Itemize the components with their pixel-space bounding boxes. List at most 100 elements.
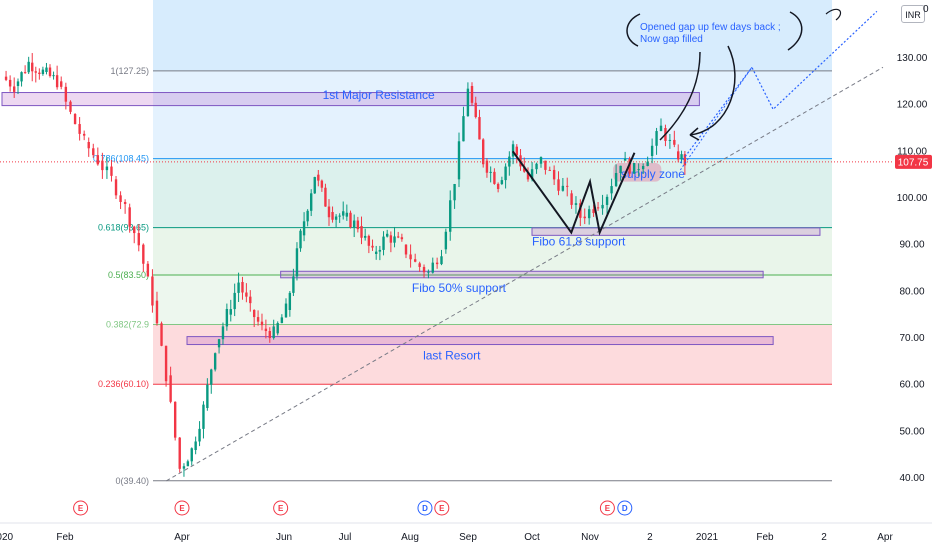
candle-body bbox=[142, 244, 145, 264]
candle-body bbox=[280, 317, 284, 324]
candle-body bbox=[272, 326, 275, 339]
fib-label-0.382: 0.382(72.9 bbox=[106, 319, 149, 329]
candle-body bbox=[623, 158, 627, 161]
candle-body bbox=[69, 101, 72, 112]
candle-body bbox=[526, 171, 530, 180]
candle-body bbox=[610, 186, 613, 194]
candle-body bbox=[309, 193, 313, 211]
candle-body bbox=[673, 139, 676, 145]
candle-body bbox=[229, 309, 232, 315]
fib-label-1: 1(127.25) bbox=[110, 66, 149, 76]
candle-body bbox=[27, 61, 30, 73]
projection-path bbox=[679, 10, 878, 164]
candle-body bbox=[493, 171, 496, 184]
candle-body bbox=[457, 141, 461, 180]
event-marker bbox=[617, 500, 633, 516]
candle-body bbox=[466, 88, 470, 117]
zone-2 bbox=[531, 227, 821, 236]
candle-body bbox=[489, 171, 492, 173]
event-marker bbox=[174, 500, 190, 516]
candle-body bbox=[435, 262, 439, 265]
candle-body bbox=[82, 133, 86, 136]
candle-body bbox=[632, 163, 636, 174]
candle-body bbox=[256, 317, 260, 322]
candle-body bbox=[327, 206, 331, 218]
candle-body bbox=[31, 62, 34, 72]
candle-body bbox=[418, 263, 421, 267]
currency-badge[interactable]: INR bbox=[901, 5, 925, 23]
candle-body bbox=[508, 156, 511, 167]
candle-body bbox=[4, 76, 8, 80]
candle-body bbox=[313, 177, 316, 194]
candle-body bbox=[474, 102, 477, 118]
candle-body bbox=[677, 151, 680, 160]
candle-body bbox=[288, 292, 292, 310]
candle-body bbox=[596, 207, 600, 209]
x-tick-label: 2021 bbox=[696, 532, 719, 543]
candle-body bbox=[655, 131, 658, 146]
candle-body bbox=[371, 245, 374, 248]
candle-body bbox=[504, 166, 507, 181]
candle-body bbox=[206, 384, 209, 408]
candle-body bbox=[462, 116, 465, 142]
x-tick-label: 2020 bbox=[0, 532, 14, 543]
candle-body bbox=[178, 437, 181, 469]
fib-band-0.382 bbox=[153, 275, 832, 325]
candle-body bbox=[92, 148, 95, 156]
y-tick-label: 130.00 bbox=[897, 53, 928, 64]
candle-body bbox=[160, 323, 163, 346]
candle-body bbox=[570, 193, 573, 205]
fib-band-0.618 bbox=[153, 158, 832, 228]
candle-body bbox=[110, 166, 113, 176]
event-label: D bbox=[422, 504, 428, 513]
uptrend-line bbox=[166, 66, 884, 482]
candle-body bbox=[440, 256, 443, 265]
fib-band-0.786 bbox=[153, 70, 832, 159]
candle-body bbox=[367, 235, 371, 246]
candle-body bbox=[409, 254, 412, 260]
candle-body bbox=[221, 326, 225, 340]
candle-body bbox=[619, 165, 622, 174]
candle-body bbox=[299, 230, 302, 249]
candle-body bbox=[38, 72, 41, 75]
candle-body bbox=[260, 321, 264, 326]
candle-body bbox=[233, 292, 236, 310]
candle-body bbox=[182, 466, 186, 469]
candle-body bbox=[530, 169, 534, 180]
candle-body bbox=[637, 169, 640, 171]
candle-body bbox=[317, 174, 320, 181]
candle-body bbox=[641, 165, 645, 170]
candle-body bbox=[306, 210, 309, 222]
zone-1 bbox=[613, 163, 662, 182]
candle-body bbox=[52, 75, 55, 77]
x-tick-label: Apr bbox=[174, 532, 190, 543]
candle-body bbox=[87, 142, 90, 149]
candle-body bbox=[73, 114, 77, 125]
event-label: E bbox=[439, 504, 445, 513]
zone-label-2: Fibo 61.8 support bbox=[532, 235, 626, 249]
candle-body bbox=[413, 259, 417, 262]
candle-body bbox=[128, 207, 131, 227]
fib-extension-band bbox=[153, 0, 832, 71]
event-marker bbox=[273, 500, 289, 516]
zone-label-4: last Resort bbox=[423, 348, 481, 362]
x-tick-label: 2 bbox=[821, 532, 827, 543]
x-tick-label: Oct bbox=[524, 532, 540, 543]
candle-body bbox=[45, 67, 48, 72]
candle-body bbox=[302, 221, 306, 236]
candle-body bbox=[683, 154, 687, 166]
candle-body bbox=[614, 173, 618, 187]
fib-label-0.236: 0.236(60.10) bbox=[98, 379, 149, 389]
candle-body bbox=[535, 163, 538, 170]
fib-band-0.236 bbox=[153, 324, 832, 385]
candle-body bbox=[453, 183, 456, 201]
candle-body bbox=[566, 185, 569, 187]
candle-body bbox=[583, 216, 586, 219]
y-tick-label: 40.00 bbox=[899, 473, 924, 484]
candle-body bbox=[164, 345, 168, 382]
current-price-tag bbox=[895, 154, 932, 169]
candle-body bbox=[276, 323, 279, 334]
candle-body bbox=[41, 69, 45, 75]
candle-body bbox=[385, 233, 389, 237]
